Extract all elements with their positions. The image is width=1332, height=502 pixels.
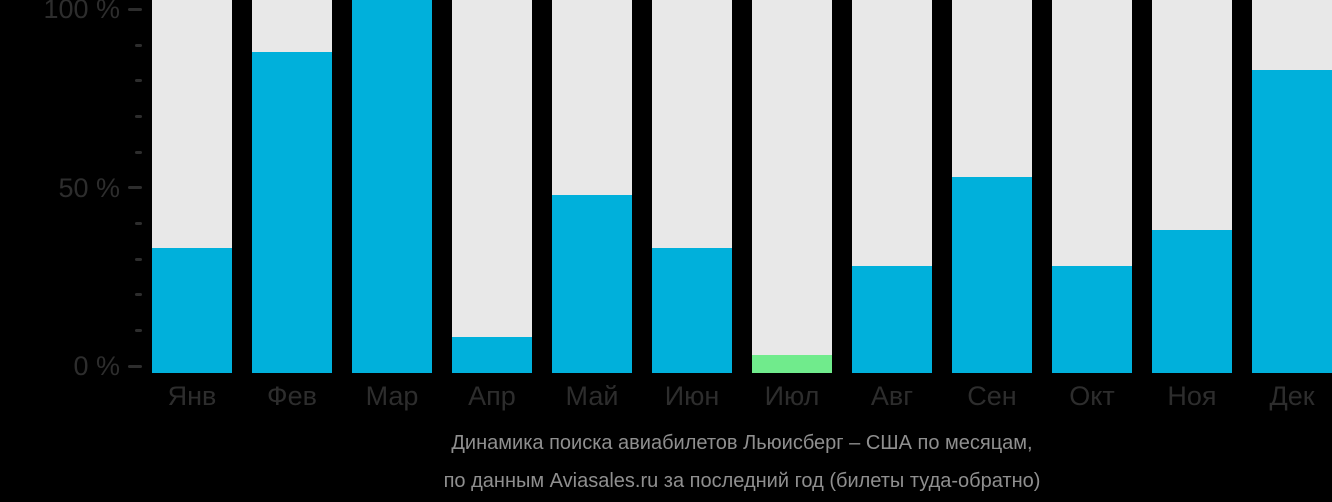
y-axis-tick-minor	[135, 79, 142, 83]
x-axis-label: Авг	[870, 381, 914, 411]
bar-column	[552, 0, 632, 373]
x-axis-label: Июн	[664, 381, 720, 411]
bar-column	[452, 0, 532, 373]
bar-fill	[952, 177, 1032, 373]
x-axis-label: Янв	[167, 381, 217, 411]
bar-fill	[452, 337, 532, 373]
bar-column	[1252, 0, 1332, 373]
y-axis-tick-minor	[135, 328, 142, 332]
bar-fill	[1052, 266, 1132, 373]
bar-fill	[152, 248, 232, 373]
y-axis-label: 100 %	[43, 0, 120, 25]
bar-column	[752, 0, 832, 373]
y-axis-tick-major	[128, 186, 142, 190]
y-axis-tick-minor	[135, 293, 142, 297]
x-axis-label: Сен	[967, 381, 1017, 411]
bar-track	[452, 0, 532, 373]
y-axis-tick-minor	[135, 114, 142, 118]
bar-column	[352, 0, 432, 373]
bar-column	[1152, 0, 1232, 373]
x-axis-label: Апр	[468, 381, 516, 411]
bar-column	[152, 0, 232, 373]
chart-subtitle: по данным Aviasales.ru за последний год …	[443, 470, 1041, 492]
y-axis-tick-minor	[135, 257, 142, 261]
bar-column	[652, 0, 732, 373]
bar-fill	[852, 266, 932, 373]
bar-fill	[1152, 230, 1232, 373]
y-axis-tick-major	[128, 7, 142, 11]
x-axis-label: Ноя	[1167, 381, 1217, 411]
y-axis-tick-minor	[135, 150, 142, 154]
y-axis-tick-major	[128, 364, 142, 368]
chart-title: Динамика поиска авиабилетов Льюисберг – …	[451, 432, 1033, 454]
x-axis-label: Дек	[1269, 381, 1315, 411]
x-axis-label: Июл	[764, 381, 820, 411]
y-axis-tick-minor	[135, 221, 142, 225]
bar-column	[952, 0, 1032, 373]
x-axis-label: Май	[565, 381, 619, 411]
x-axis-label: Окт	[1069, 381, 1115, 411]
bar-track	[752, 0, 832, 373]
bar-fill	[652, 248, 732, 373]
bar-column	[1052, 0, 1132, 373]
x-axis-label: Мар	[365, 381, 419, 411]
x-axis-label: Фев	[267, 381, 317, 411]
y-axis-label: 0 %	[73, 351, 120, 381]
y-axis-tick-minor	[135, 43, 142, 47]
bar-fill-highlight	[752, 355, 832, 373]
bar-fill	[252, 52, 332, 373]
bar-column	[252, 0, 332, 373]
bar-fill	[552, 195, 632, 373]
bar-fill	[1252, 70, 1332, 373]
bar-fill	[352, 0, 432, 373]
y-axis-label: 50 %	[58, 172, 120, 203]
bar-column	[852, 0, 932, 373]
